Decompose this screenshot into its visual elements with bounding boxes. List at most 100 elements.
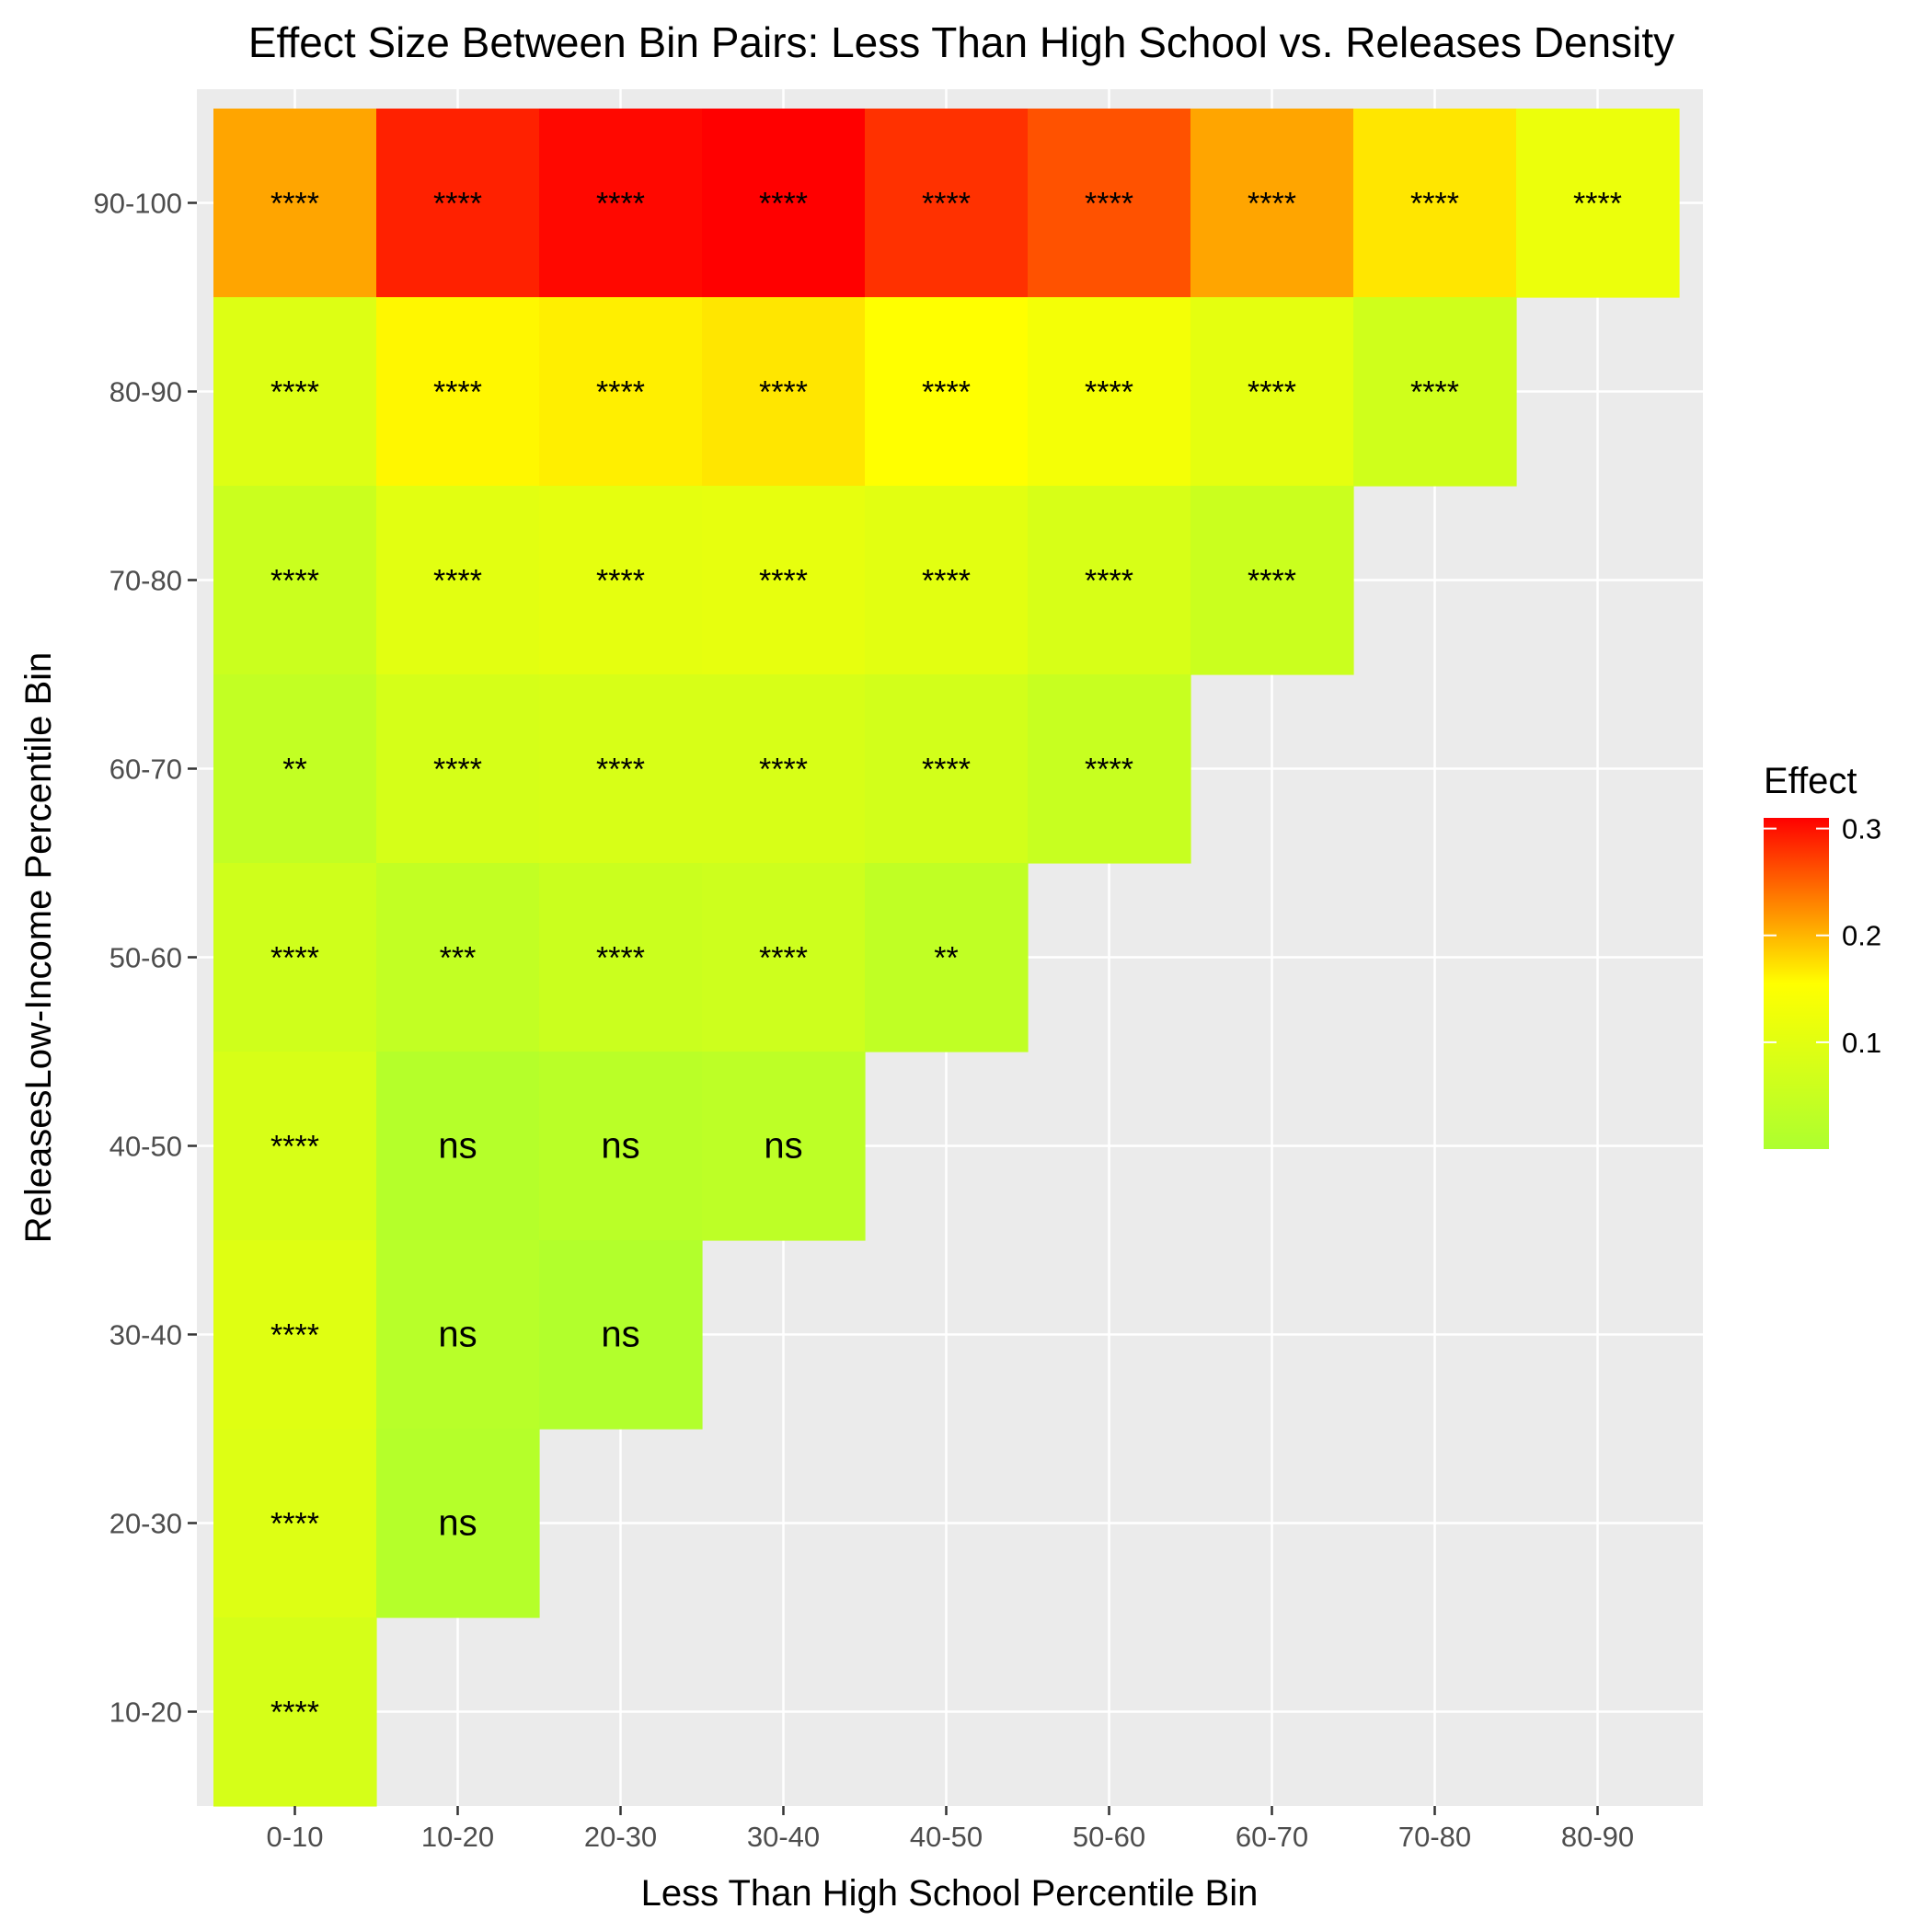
cell-label: **** [759, 375, 808, 410]
x-tick-label: 20-30 [584, 1821, 657, 1853]
cell-label: ns [764, 1126, 802, 1167]
heatmap-cell [539, 109, 703, 298]
heatmap-cell [1028, 674, 1191, 864]
cell-label: **** [433, 187, 482, 222]
cell-label: **** [759, 941, 808, 976]
y-tick-label: 60-70 [109, 753, 182, 786]
x-axis-title: Less Than High School Percentile Bin [641, 1873, 1259, 1914]
heatmap-cell [376, 297, 540, 487]
cell-label: **** [270, 564, 319, 599]
heatmap-cell [213, 1429, 377, 1618]
cell-label: **** [1410, 187, 1459, 222]
heatmap-cell [213, 1052, 377, 1241]
cell-label: ns [601, 1315, 639, 1355]
legend-tick-label: 0.3 [1842, 813, 1881, 845]
cell-label: **** [433, 753, 482, 788]
heatmap-cell [539, 863, 703, 1052]
heatmap-cell [1516, 109, 1680, 298]
heatmap-cells [213, 109, 1680, 1807]
heatmap-cell [376, 109, 540, 298]
cell-label: **** [922, 753, 971, 788]
heatmap-cell [213, 1240, 377, 1430]
cell-label: **** [433, 375, 482, 410]
heatmap-cell [539, 1240, 703, 1430]
y-tick-label: 30-40 [109, 1319, 182, 1351]
cell-label: **** [433, 564, 482, 599]
legend-tick-label: 0.1 [1842, 1027, 1881, 1059]
heatmap-cell [213, 486, 377, 675]
x-tick-label: 60-70 [1236, 1821, 1308, 1853]
cell-label: **** [1410, 375, 1459, 410]
y-tick-label: 40-50 [109, 1131, 182, 1163]
y-tick-label: 50-60 [109, 942, 182, 974]
cell-label: **** [270, 1130, 319, 1165]
heatmap-cell [376, 486, 540, 675]
heatmap-cell [702, 1052, 866, 1241]
cell-label: **** [922, 564, 971, 599]
cell-label: **** [1573, 187, 1622, 222]
cell-label: ns [438, 1503, 477, 1544]
heatmap-cell [865, 674, 1029, 864]
cell-label: **** [759, 187, 808, 222]
cell-label: **** [596, 753, 645, 788]
cell-label: **** [596, 375, 645, 410]
cell-label: **** [270, 1507, 319, 1542]
heatmap-cell [376, 1429, 540, 1618]
chart-title: Effect Size Between Bin Pairs: Less Than… [248, 18, 1674, 66]
heatmap-cell [213, 109, 377, 298]
y-axis-title: ReleasesLow-Income Percentile Bin [18, 652, 59, 1244]
cell-label: **** [1085, 564, 1133, 599]
y-tick-label: 90-100 [93, 188, 182, 220]
y-tick-label: 70-80 [109, 565, 182, 597]
x-tick-label: 70-80 [1398, 1821, 1471, 1853]
heatmap-cell [539, 1052, 703, 1241]
cell-label: **** [759, 564, 808, 599]
legend-tick-label: 0.2 [1842, 920, 1881, 952]
heatmap-cell [865, 297, 1029, 487]
cell-label: **** [1085, 753, 1133, 788]
heatmap-cell [213, 674, 377, 864]
cell-label: **** [596, 564, 645, 599]
heatmap-cell [1190, 109, 1354, 298]
y-tick-label: 80-90 [109, 376, 182, 408]
cell-label: **** [1248, 375, 1296, 410]
heatmap-cell [1190, 297, 1354, 487]
cell-label: **** [759, 753, 808, 788]
heatmap-cell [539, 486, 703, 675]
cell-label: **** [270, 187, 319, 222]
heatmap-cell [865, 863, 1029, 1052]
y-tick-label: 10-20 [109, 1696, 182, 1729]
heatmap-cell [376, 1240, 540, 1430]
heatmap-cell [213, 863, 377, 1052]
cell-label: *** [440, 941, 477, 976]
cell-significance-labels: **** **** **** **** **** **** **** **** ********… [270, 187, 1622, 1731]
x-axis: 0-10 10-20 20-30 30-40 40-50 50-60 60-70 70-80 8… [266, 1806, 1634, 1853]
heatmap-cell [865, 486, 1029, 675]
cell-label: ns [601, 1126, 639, 1167]
cell-label: **** [270, 1696, 319, 1731]
heatmap-cell [702, 674, 866, 864]
heatmap-cell [376, 674, 540, 864]
y-axis: 10-20 20-30 30-40 40-50 50-60 60-70 70-80 80-90… [93, 188, 197, 1729]
heatmap-cell [539, 674, 703, 864]
cell-label: **** [596, 941, 645, 976]
heatmap-cell [1028, 109, 1191, 298]
cell-label: ns [438, 1315, 477, 1355]
x-tick-label: 0-10 [266, 1821, 323, 1853]
heatmap-cell [1028, 297, 1191, 487]
heatmap-cell [702, 109, 866, 298]
cell-label: **** [270, 941, 319, 976]
heatmap-cell [865, 109, 1029, 298]
heatmap-cell [1190, 486, 1354, 675]
heatmap-cell [1028, 486, 1191, 675]
heatmap-cell [1353, 109, 1517, 298]
heatmap-cell [213, 297, 377, 487]
legend-title: Effect [1764, 761, 1857, 801]
cell-label: **** [596, 187, 645, 222]
heatmap-cell [376, 863, 540, 1052]
cell-label: ns [438, 1126, 477, 1167]
cell-label: **** [1248, 187, 1296, 222]
cell-label: **** [1248, 564, 1296, 599]
x-tick-label: 30-40 [747, 1821, 820, 1853]
